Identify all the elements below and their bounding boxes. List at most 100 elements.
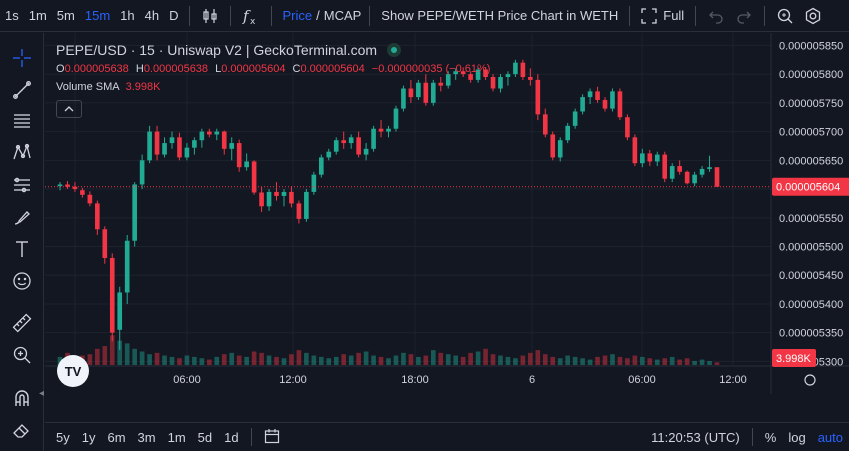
price-chart[interactable]: 506:0012:0018:00606:0012:000.0000058500.… <box>45 33 849 394</box>
candle-body <box>65 184 70 187</box>
volume-bar <box>475 351 481 365</box>
volume-sma-label[interactable]: Volume SMA <box>56 81 120 93</box>
log-scale-toggle[interactable]: log <box>788 429 806 445</box>
go-to-date-calendar-icon[interactable] <box>258 428 286 447</box>
volume-bar <box>699 359 705 365</box>
candle-body <box>565 125 570 141</box>
candle-body <box>610 91 615 109</box>
auto-scale-toggle[interactable]: auto <box>817 429 843 445</box>
interval-15m[interactable]: 15m <box>84 8 111 23</box>
candle-body <box>438 82 444 86</box>
volume-bar <box>281 358 287 365</box>
candle-body <box>371 128 376 149</box>
pattern-tool-icon[interactable] <box>9 140 35 166</box>
volume-bar <box>580 358 585 365</box>
volume-bar <box>154 352 160 365</box>
range-5y[interactable]: 5y <box>56 429 70 445</box>
brush-icon[interactable] <box>9 204 35 230</box>
percent-scale-toggle[interactable]: % <box>764 429 777 445</box>
candle-body <box>281 191 287 196</box>
volume-bar <box>356 352 361 365</box>
candle-body <box>386 128 391 132</box>
volume-legend: Volume SMA 3.998K <box>56 81 160 93</box>
volume-sma-value: 3.998K <box>125 81 161 93</box>
show-pair-chart-button[interactable]: Show PEPE/WETH Price Chart in WETH <box>381 8 619 23</box>
candle-body <box>207 131 212 135</box>
emoji-icon[interactable] <box>9 268 35 294</box>
price-tick-label: 0.000005800 <box>779 69 843 81</box>
candle-body <box>677 166 682 172</box>
interval-group: 1s 1m 5m 15m 1h 4h D <box>0 0 183 32</box>
range-5d[interactable]: 5d <box>197 429 213 445</box>
candle-body <box>401 88 406 109</box>
candle-body <box>408 88 414 98</box>
symbol-title[interactable]: PEPE/USD · 15 · Uniswap V2 | GeckoTermin… <box>56 42 378 58</box>
text-tool-icon[interactable] <box>9 236 35 262</box>
fullscreen-button[interactable]: Full <box>636 0 689 32</box>
candle-body <box>483 69 488 78</box>
volume-bar <box>535 350 541 365</box>
volume-bar <box>236 355 242 365</box>
interval-1s[interactable]: 1s <box>5 8 19 23</box>
volume-bar <box>274 356 279 365</box>
axis-settings-icon[interactable] <box>804 374 816 386</box>
candle-body <box>154 131 160 155</box>
redo-icon[interactable] <box>730 0 758 32</box>
volume-bar <box>251 351 257 365</box>
range-1d[interactable]: 1d <box>224 429 239 445</box>
candle-body <box>662 154 668 179</box>
range-3m[interactable]: 3m <box>137 429 156 445</box>
price-mode-toggle[interactable]: Price / MCAP <box>278 0 363 32</box>
price-tick-label: 0.000005400 <box>779 299 843 311</box>
candles-chart-type-icon[interactable] <box>196 0 224 32</box>
candle-body <box>199 131 205 141</box>
price-option[interactable]: Price <box>282 8 313 23</box>
candle-body <box>602 99 608 109</box>
interval-4h[interactable]: 4h <box>144 8 160 23</box>
candle-body <box>520 62 526 78</box>
range-1m[interactable]: 1m <box>167 429 186 445</box>
horizontal-lines-icon[interactable] <box>9 108 35 134</box>
quick-search-icon[interactable] <box>771 0 799 32</box>
volume-bar <box>610 354 615 365</box>
projection-tool-icon[interactable] <box>9 172 35 198</box>
scroll-left-arrow[interactable]: ◂ <box>39 388 45 399</box>
open-key: O <box>56 63 65 75</box>
crosshair-icon[interactable] <box>9 45 35 71</box>
settings-gear-icon[interactable] <box>799 0 827 32</box>
interval-5m[interactable]: 5m <box>56 8 75 23</box>
interval-1h[interactable]: 1h <box>120 8 135 23</box>
tradingview-logo[interactable]: TV <box>57 355 89 387</box>
price-tick-label: 0.000005650 <box>779 155 843 167</box>
candle-body <box>669 166 675 179</box>
volume-bar <box>550 356 556 365</box>
candle-body <box>707 167 712 169</box>
volume-bar <box>692 360 697 365</box>
range-6m[interactable]: 6m <box>107 429 126 445</box>
interval-1m[interactable]: 1m <box>28 8 47 23</box>
volume-bar <box>684 358 690 365</box>
volume-bar <box>102 346 108 365</box>
ruler-icon[interactable] <box>9 310 35 336</box>
live-status-dot <box>387 43 402 57</box>
zoom-in-icon[interactable] <box>9 342 35 368</box>
trend-line-icon[interactable] <box>9 77 35 103</box>
interval-D[interactable]: D <box>169 8 179 23</box>
range-1y[interactable]: 1y <box>81 429 96 445</box>
volume-bar <box>483 348 488 365</box>
candle-body <box>229 143 235 149</box>
collapse-legend-button[interactable] <box>56 100 82 118</box>
undo-icon[interactable] <box>702 0 730 32</box>
candle-body <box>147 131 152 161</box>
chart-legend-title: PEPE/USD · 15 · Uniswap V2 | GeckoTermin… <box>56 42 402 58</box>
eraser-icon[interactable] <box>9 417 35 443</box>
magnet-icon[interactable] <box>9 385 35 411</box>
candle-body <box>177 137 182 158</box>
mcap-option[interactable]: MCAP <box>323 8 362 23</box>
volume-bar <box>520 355 526 365</box>
candle-body <box>102 229 108 258</box>
utc-clock[interactable]: 11:20:53 (UTC) <box>651 429 740 445</box>
volume-bar <box>490 354 496 365</box>
